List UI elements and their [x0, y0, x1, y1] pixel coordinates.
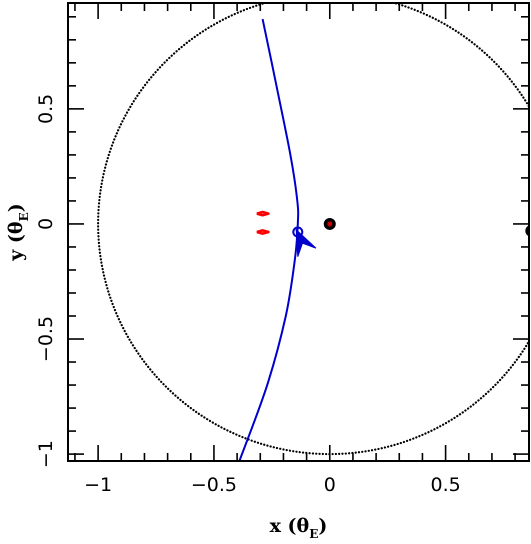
ticks-layer — [68, 3, 529, 461]
y-tick-label: −1 — [35, 440, 57, 468]
x-axis-label-main: x (θ — [270, 515, 310, 537]
x-tick-label: −0.5 — [191, 474, 237, 496]
plot-frame — [67, 2, 530, 462]
source-marker — [292, 226, 304, 238]
x-tick-label: 0.5 — [430, 474, 460, 496]
y-axis-label: y (θE) — [5, 203, 31, 261]
y-tick-label: 0 — [35, 218, 57, 230]
y-axis-label-close: ) — [5, 203, 27, 212]
direction-arrow — [295, 228, 317, 257]
y-axis-label-main: y (θ — [5, 221, 27, 261]
x-tick-label: 0 — [324, 474, 336, 496]
x-axis-label: x (θE) — [270, 515, 328, 541]
y-tick-label: −0.5 — [35, 316, 57, 362]
x-axis-label-close: ) — [318, 515, 327, 537]
x-axis-label-sub: E — [309, 527, 318, 541]
caustic-2 — [256, 229, 270, 235]
caustic-1 — [256, 210, 270, 217]
tick-labels: −1 −0.5 0 0.5 −1 −0.5 0 0.5 — [35, 94, 461, 496]
source-trajectory — [238, 18, 300, 461]
y-tick-label: 0.5 — [35, 94, 57, 124]
y-axis-label-sub: E — [17, 212, 31, 221]
lens-primary-core — [327, 221, 333, 227]
x-tick-label: −1 — [84, 474, 112, 496]
